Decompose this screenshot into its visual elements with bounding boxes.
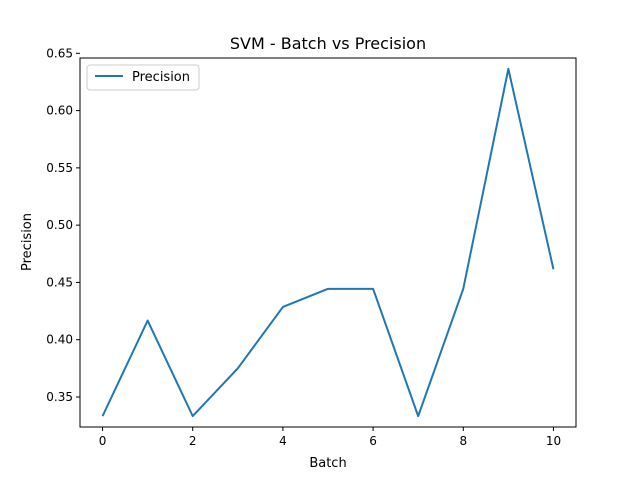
y-tick-label: 0.50 xyxy=(46,218,73,232)
x-tick-label: 4 xyxy=(279,434,287,448)
y-tick-label: 0.45 xyxy=(46,275,73,289)
x-tick-label: 2 xyxy=(189,434,197,448)
y-tick-label: 0.60 xyxy=(46,104,73,118)
x-tick-label: 10 xyxy=(546,434,561,448)
legend: Precision xyxy=(86,64,200,91)
series-layer xyxy=(101,67,555,418)
legend-label: Precision xyxy=(132,70,190,85)
series-line-precision xyxy=(101,67,555,418)
x-tick-label: 0 xyxy=(99,434,107,448)
y-axis-label: Precision xyxy=(20,213,35,271)
y-tick-label: 0.35 xyxy=(46,390,73,404)
legend-box xyxy=(86,64,200,91)
x-axis: 0 2 4 6 8 10 xyxy=(99,427,561,448)
plot-area xyxy=(79,57,577,428)
x-axis-label: Batch xyxy=(309,456,346,471)
plot-frame xyxy=(79,57,577,428)
y-tick-label: 0.65 xyxy=(46,46,73,60)
y-axis: 0.35 0.40 0.45 0.50 0.55 0.60 0.65 xyxy=(46,46,80,404)
chart-title: SVM - Batch vs Precision xyxy=(230,34,426,53)
x-tick-label: 6 xyxy=(369,434,377,448)
y-tick-label: 0.40 xyxy=(46,333,73,347)
y-tick-label: 0.55 xyxy=(46,161,73,175)
x-tick-label: 8 xyxy=(459,434,467,448)
